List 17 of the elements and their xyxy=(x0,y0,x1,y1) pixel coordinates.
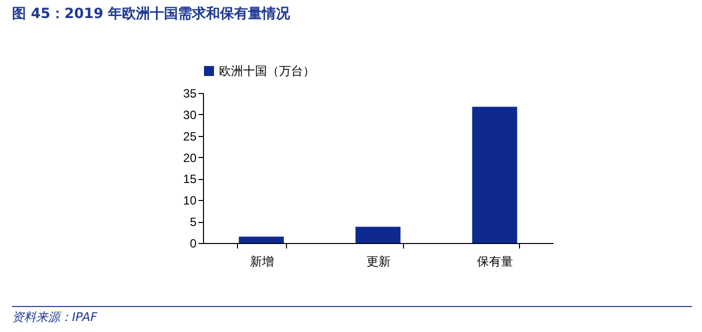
y-tick-label: 35 xyxy=(183,86,197,100)
bar xyxy=(472,106,518,243)
y-tick-label: 20 xyxy=(183,150,197,165)
text: 资料来源：IPAF xyxy=(12,306,692,327)
y-tick-label: 15 xyxy=(183,172,197,186)
y-tick-label: 5 xyxy=(190,215,197,230)
chart-title: 图 45：2019 年欧洲十国需求和保有量情况 xyxy=(12,4,692,27)
legend-label: 欧洲十国（万台） xyxy=(219,64,315,78)
x-tick-label: 更新 xyxy=(366,254,390,268)
bar xyxy=(238,236,284,243)
bar xyxy=(356,226,400,243)
x-tick-label: 保有量 xyxy=(477,254,514,268)
y-tick-label: 0 xyxy=(190,236,197,250)
x-tick-label: 新增 xyxy=(250,254,274,268)
y-tick-label: 30 xyxy=(183,108,197,122)
y-tick-label: 10 xyxy=(183,194,197,208)
y-tick-label: 25 xyxy=(183,129,197,144)
